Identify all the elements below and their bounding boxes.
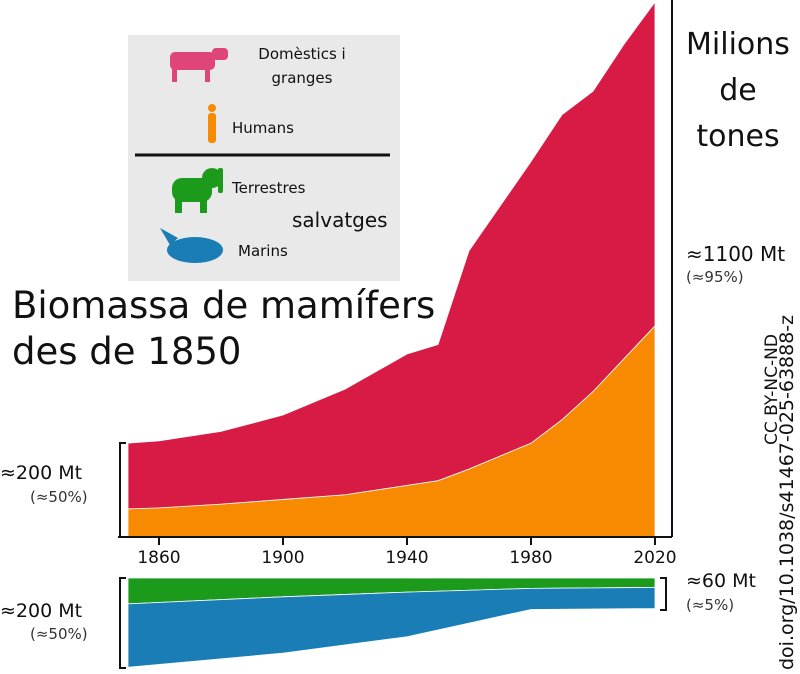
x-tick-label: 1900 xyxy=(261,548,304,568)
legend-label: Terrestres xyxy=(232,179,306,197)
x-tick-label: 1860 xyxy=(137,548,180,568)
area xyxy=(127,586,656,668)
annotation: ≈60 Mt xyxy=(686,570,756,592)
tick-label-bg xyxy=(507,545,555,567)
legend-label: Humans xyxy=(232,119,294,137)
legend-label: Domèstics i granges xyxy=(258,45,346,87)
cow-icon xyxy=(170,48,228,82)
annotation: ≈1100 Mt xyxy=(686,242,786,266)
human-icon xyxy=(208,104,216,143)
axis-unit: Milions de tones xyxy=(686,27,790,154)
annotation: ≈200 Mt xyxy=(0,600,83,622)
elephant-icon xyxy=(172,168,223,213)
x-tick-label: 1980 xyxy=(509,548,552,568)
tick-label-bg xyxy=(135,545,183,567)
annotation: (≈50%) xyxy=(30,625,88,643)
whale-icon xyxy=(160,228,223,263)
bracket xyxy=(119,577,126,669)
bracket xyxy=(660,577,667,611)
tick-label-bg xyxy=(259,545,307,567)
legend-group-label: salvatges xyxy=(292,208,388,232)
annotation: ≈200 Mt xyxy=(0,462,83,484)
annotation: (≈50%) xyxy=(30,488,88,506)
x-tick-label: 1940 xyxy=(385,548,428,568)
chart-title: Biomassa de mamífers des de 1850 xyxy=(12,284,436,373)
bracket xyxy=(119,442,126,538)
x-tick-label: 2020 xyxy=(633,548,676,568)
annotation: (≈5%) xyxy=(686,596,735,614)
annotation: (≈95%) xyxy=(686,268,744,286)
tick-label-bg xyxy=(631,545,679,567)
legend-label: Marins xyxy=(238,242,288,260)
area xyxy=(127,0,656,510)
source: doi.org/10.1038/s41467-025-63888-z xyxy=(776,314,798,670)
tick-label-bg xyxy=(383,545,431,567)
